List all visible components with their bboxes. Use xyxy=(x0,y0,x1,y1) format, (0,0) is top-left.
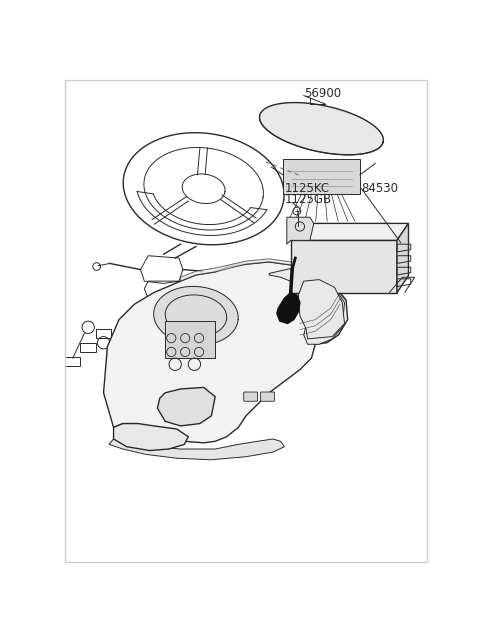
FancyBboxPatch shape xyxy=(165,321,215,358)
Polygon shape xyxy=(397,223,408,293)
Text: 1125GB: 1125GB xyxy=(285,193,332,206)
FancyBboxPatch shape xyxy=(291,240,397,293)
Text: 84530: 84530 xyxy=(361,183,398,195)
FancyBboxPatch shape xyxy=(283,160,360,194)
Polygon shape xyxy=(114,424,188,450)
FancyBboxPatch shape xyxy=(244,392,258,401)
Polygon shape xyxy=(299,280,345,339)
FancyBboxPatch shape xyxy=(261,392,275,401)
Text: 1125KC: 1125KC xyxy=(285,183,330,195)
Polygon shape xyxy=(154,286,238,345)
Text: 56900: 56900 xyxy=(304,86,341,100)
Polygon shape xyxy=(287,218,314,244)
Polygon shape xyxy=(180,259,346,300)
Polygon shape xyxy=(291,223,408,240)
Polygon shape xyxy=(157,387,215,426)
Polygon shape xyxy=(104,262,348,443)
Polygon shape xyxy=(277,293,300,324)
Polygon shape xyxy=(269,267,345,344)
Polygon shape xyxy=(260,102,384,155)
Polygon shape xyxy=(109,439,285,460)
